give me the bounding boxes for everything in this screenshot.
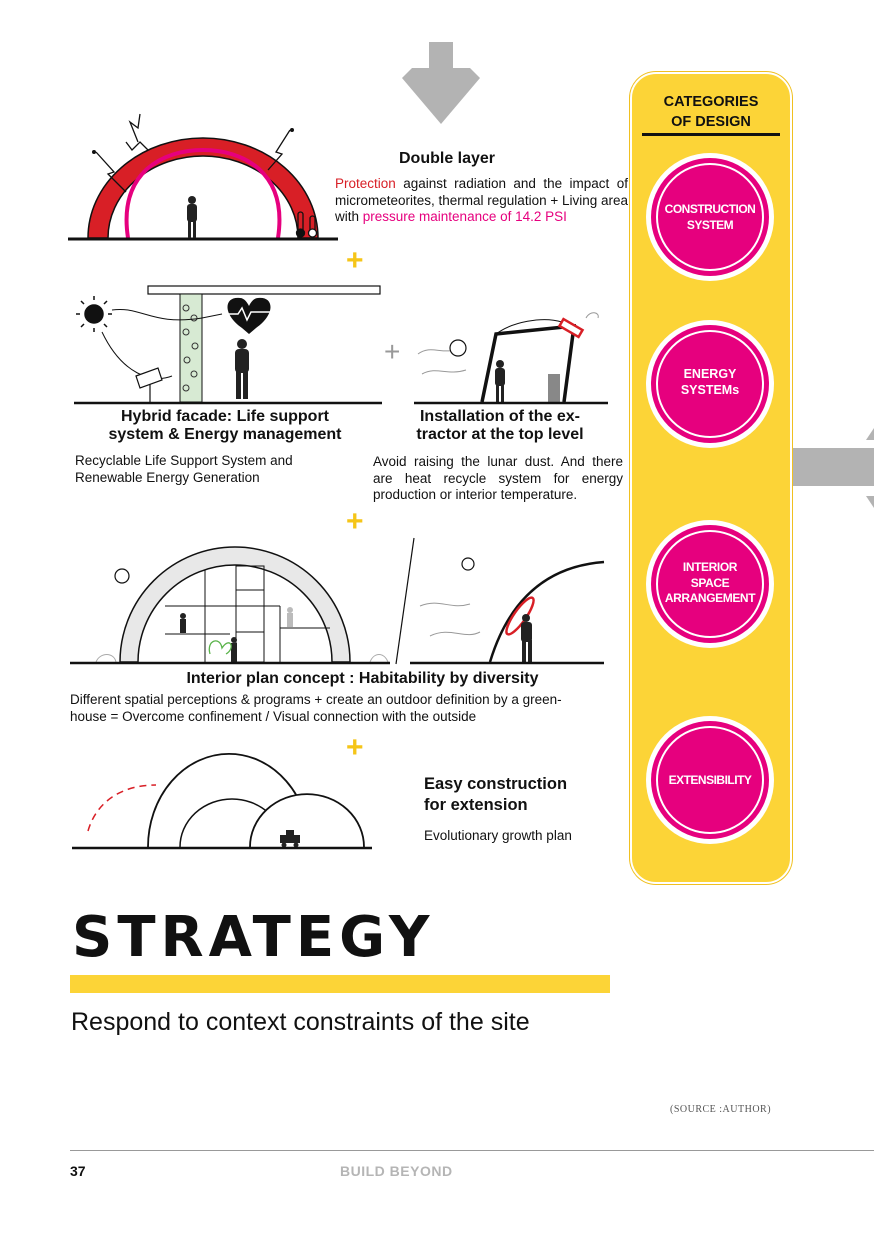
page-number: 37 <box>70 1163 86 1179</box>
solar-panel-icon <box>135 367 163 402</box>
plus-sign: + <box>384 336 401 367</box>
extension-title: Easy construction for extension <box>424 775 568 814</box>
extension-illustration <box>72 753 372 850</box>
category-label: EXTENSIBILITY <box>668 773 752 787</box>
strategy-heading: STRATEGY <box>72 905 435 970</box>
protection-highlight: Protection <box>335 176 396 191</box>
thermometer-icon <box>295 211 318 238</box>
category-extensibility[interactable]: EXTENSIBILITY <box>646 716 774 844</box>
strategy-subtitle: Respond to context constraints of the si… <box>71 1008 530 1036</box>
extension-text: Evolutionary growth plan <box>424 828 572 843</box>
category-energy-systems[interactable]: ENERGY SYSTEMs <box>646 320 774 448</box>
double-layer-text: Protection against radiation and the imp… <box>335 176 629 224</box>
heart-icon <box>227 297 271 334</box>
categories-title: CATEGORIES OF DESIGN <box>663 94 759 130</box>
planet-icon <box>449 339 467 357</box>
footer-divider <box>70 1150 874 1151</box>
plus-sign: + <box>346 731 364 764</box>
rover-icon <box>280 830 300 848</box>
down-arrow-icon <box>402 42 480 124</box>
category-label: CONSTRUCTION SYSTEM <box>664 202 756 232</box>
category-label: INTERIOR SPACE ARRANGEMENT <box>664 560 756 605</box>
double-layer-illustration <box>68 113 338 241</box>
strategy-underline-bar <box>70 975 610 993</box>
person-icon <box>495 360 505 402</box>
category-label: ENERGY SYSTEMs <box>680 367 740 397</box>
source-note: (SOURCE :AUTHOR) <box>670 1104 772 1115</box>
hybrid-facade-title: Hybrid facade: Life support system & Ene… <box>108 408 342 443</box>
extractor-illustration <box>414 312 608 405</box>
extractor-title: Installation of the ex- tractor at the t… <box>416 408 584 443</box>
interior-plan-illustration <box>70 537 605 665</box>
person-icon <box>180 613 237 662</box>
planet-icon <box>114 568 130 584</box>
pressure-highlight: pressure maintenance of 14.2 PSI <box>362 209 567 224</box>
double-layer-title: Double layer <box>399 150 496 167</box>
person-icon <box>187 196 197 238</box>
interior-plan-title: Interior plan concept : Habitability by … <box>186 670 539 687</box>
category-construction-system[interactable]: CONSTRUCTION SYSTEM <box>646 153 774 281</box>
interior-plan-text: Different spatial perceptions & programs… <box>70 692 562 724</box>
extractor-text: Avoid raising the lunar dust. And there … <box>373 454 623 502</box>
person-icon <box>235 339 249 399</box>
categories-underline <box>642 133 780 136</box>
plus-sign: + <box>346 505 364 538</box>
category-interior-space-arrangement[interactable]: INTERIOR SPACE ARRANGEMENT <box>646 520 774 648</box>
right-arrow-icon <box>792 428 874 508</box>
plus-sign: + <box>346 244 364 277</box>
book-title: BUILD BEYOND <box>340 1163 453 1179</box>
sun-icon <box>76 296 112 332</box>
hybrid-facade-text: Recyclable Life Support System and Renew… <box>75 453 293 485</box>
hybrid-facade-illustration <box>74 285 382 405</box>
person-icon <box>521 614 532 662</box>
